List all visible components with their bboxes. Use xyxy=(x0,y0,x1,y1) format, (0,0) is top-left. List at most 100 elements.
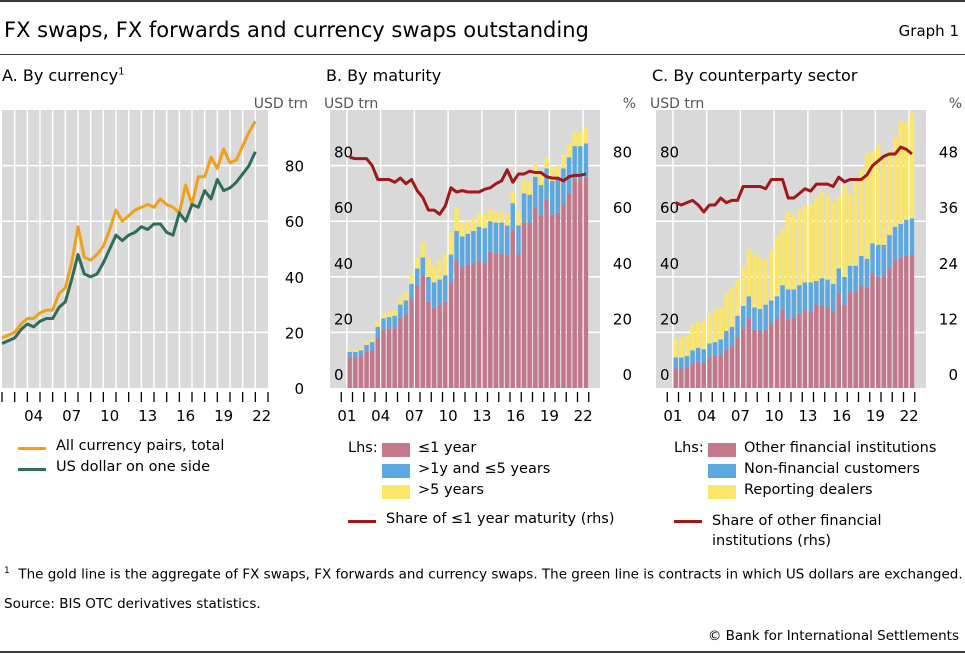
bar-segment-2 xyxy=(431,265,437,283)
bar-segment-1 xyxy=(785,289,791,320)
bar-segment-1 xyxy=(875,244,881,277)
bar-segment-0 xyxy=(785,319,791,388)
legend-label: Reporting dealers xyxy=(744,482,873,498)
y-tick-label-left: 0 xyxy=(334,366,344,384)
bar-segment-0 xyxy=(499,253,504,388)
bar-segment-0 xyxy=(347,357,352,388)
bar-segment-2 xyxy=(386,311,392,318)
bar-segment-0 xyxy=(757,331,763,388)
bar-segment-0 xyxy=(746,318,752,388)
legend-line-red xyxy=(674,520,702,523)
bar-segment-2 xyxy=(347,349,352,352)
bar-segment-2 xyxy=(763,260,768,305)
bar-segment-1 xyxy=(459,236,465,268)
x-tick-label: 04 xyxy=(24,407,43,425)
bar-segment-2 xyxy=(712,310,718,343)
bar-segment-1 xyxy=(679,357,684,369)
bar-segment-0 xyxy=(549,214,555,388)
bar-segment-2 xyxy=(476,212,482,227)
bar-segment-0 xyxy=(566,193,572,388)
bar-segment-1 xyxy=(583,143,589,177)
x-tick-label: 19 xyxy=(866,407,885,425)
bar-segment-2 xyxy=(572,132,577,147)
legend-label: >5 years xyxy=(418,482,484,498)
bar-segment-2 xyxy=(819,192,825,279)
bar-segment-1 xyxy=(448,254,454,283)
y-tick-label-left: 80 xyxy=(334,144,353,162)
bar-segment-2 xyxy=(358,347,364,351)
bar-segment-0 xyxy=(403,314,409,388)
x-tick-label: 19 xyxy=(540,407,559,425)
bar-segment-1 xyxy=(819,278,825,306)
bar-segment-1 xyxy=(465,233,471,265)
bar-segment-2 xyxy=(673,339,678,358)
y-tick-label-left: 40 xyxy=(334,255,353,273)
bar-segment-0 xyxy=(870,274,875,388)
bar-segment-2 xyxy=(499,211,504,223)
bar-segment-2 xyxy=(881,155,887,245)
bar-segment-1 xyxy=(729,326,735,347)
legend-label: Share of other financial institutions (r… xyxy=(712,513,882,549)
bar-segment-0 xyxy=(763,329,768,388)
bar-segment-0 xyxy=(881,275,887,388)
bar-segment-2 xyxy=(510,192,516,204)
bar-segment-2 xyxy=(752,254,757,308)
bar-segment-0 xyxy=(561,204,566,388)
bar-segment-1 xyxy=(904,219,909,256)
bar-segment-0 xyxy=(825,307,830,388)
x-tick-label: 07 xyxy=(62,407,81,425)
bar-segment-1 xyxy=(690,350,695,363)
bar-segment-2 xyxy=(724,293,729,332)
bar-segment-2 xyxy=(527,180,532,195)
bar-segment-0 xyxy=(426,301,431,388)
bar-segment-1 xyxy=(454,230,459,261)
bar-segment-1 xyxy=(578,146,583,180)
bar-segment-0 xyxy=(482,262,487,388)
top-rule xyxy=(0,0,965,2)
bar-segment-0 xyxy=(909,254,915,388)
bar-segment-1 xyxy=(757,308,763,332)
graph-title: FX swaps, FX forwards and currency swaps… xyxy=(4,18,589,42)
bar-segment-2 xyxy=(842,185,847,277)
share-line xyxy=(349,155,587,216)
bar-segment-2 xyxy=(414,257,420,269)
bar-segment-1 xyxy=(752,307,757,330)
bar-segment-0 xyxy=(808,311,813,388)
bar-segment-1 xyxy=(375,326,381,338)
bar-segment-2 xyxy=(679,337,684,358)
bar-segment-2 xyxy=(403,292,409,301)
y-tick-label-left: 80 xyxy=(660,144,679,162)
bar-segment-2 xyxy=(746,249,752,297)
bar-segment-1 xyxy=(892,226,898,261)
bar-segment-2 xyxy=(353,349,358,352)
x-tick-label: 01 xyxy=(337,407,356,425)
bar-segment-2 xyxy=(847,193,853,266)
bar-segment-0 xyxy=(712,356,718,388)
y-tick-label: 80 xyxy=(285,158,304,176)
bar-segment-0 xyxy=(887,268,892,388)
bar-segment-2 xyxy=(516,211,521,226)
legend-swatch-pink xyxy=(382,443,410,457)
x-tick-label: 10 xyxy=(439,407,458,425)
legend-label: All currency pairs, total xyxy=(56,438,225,454)
bar-segment-0 xyxy=(690,362,695,388)
bar-segment-0 xyxy=(864,287,870,388)
y-tick-label-right: 60 xyxy=(613,199,632,217)
bar-segment-2 xyxy=(555,165,561,180)
y-axis-unit-label: USD trn xyxy=(254,96,308,112)
graph-number: Graph 1 xyxy=(898,22,959,40)
legend-label: ≤1 year xyxy=(418,440,477,456)
bar-segment-2 xyxy=(836,196,842,269)
bar-segment-2 xyxy=(875,144,881,245)
bar-segment-1 xyxy=(476,226,482,261)
bar-segment-0 xyxy=(386,328,392,388)
bar-segment-2 xyxy=(443,253,448,276)
x-tick-label: 13 xyxy=(798,407,817,425)
bar-segment-1 xyxy=(516,225,521,255)
bar-segment-0 xyxy=(572,179,577,388)
bar-segment-2 xyxy=(898,121,903,224)
legend-line-red xyxy=(348,520,376,523)
y-tick-label-left: 60 xyxy=(334,199,353,217)
bar-segment-2 xyxy=(493,211,499,223)
y-axis-right-unit-label: % xyxy=(623,96,636,112)
